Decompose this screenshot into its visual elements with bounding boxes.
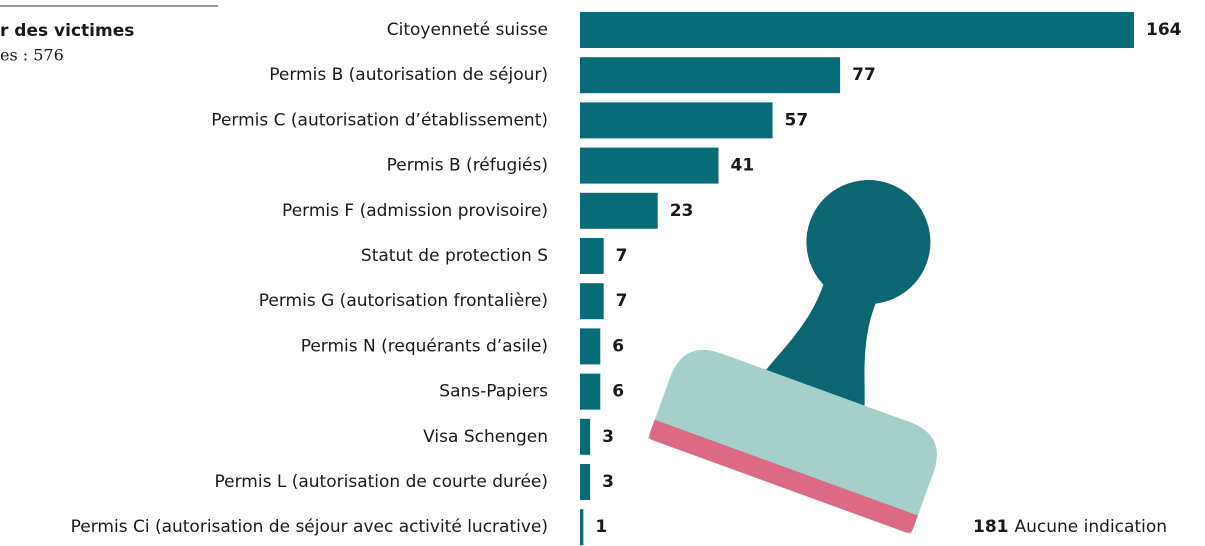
bar bbox=[580, 238, 604, 274]
chart-subtitle: es : 576 bbox=[0, 46, 64, 65]
value-label: 1 bbox=[595, 517, 607, 537]
bar bbox=[580, 102, 773, 139]
annotation: 181 Aucune indication bbox=[973, 517, 1167, 537]
value-label: 6 bbox=[612, 382, 624, 402]
bar bbox=[580, 283, 604, 320]
category-label: Statut de protection S bbox=[361, 246, 548, 266]
bar bbox=[580, 147, 719, 184]
category-label: Permis G (autorisation frontalière) bbox=[259, 291, 548, 311]
bar bbox=[580, 192, 658, 229]
category-label: Permis Ci (autorisation de séjour avec a… bbox=[71, 517, 548, 537]
bar bbox=[580, 328, 601, 365]
value-label: 77 bbox=[852, 65, 876, 85]
value-label: 164 bbox=[1146, 20, 1182, 40]
category-label: Permis L (autorisation de courte durée) bbox=[215, 472, 548, 492]
value-label: 41 bbox=[731, 156, 755, 176]
value-label: 3 bbox=[602, 472, 614, 492]
category-label: Visa Schengen bbox=[423, 427, 548, 447]
annotation-text: Aucune indication bbox=[1015, 517, 1168, 537]
value-label: 23 bbox=[670, 201, 694, 221]
category-label: Permis N (requérants d’asile) bbox=[301, 336, 548, 356]
bar bbox=[580, 464, 591, 500]
category-label: Permis C (autorisation d’établissement) bbox=[211, 110, 548, 130]
category-label: Sans-Papiers bbox=[439, 382, 548, 402]
stamp-illustration bbox=[647, 180, 937, 535]
annotation-value: 181 bbox=[973, 517, 1009, 537]
bar bbox=[580, 509, 584, 546]
bar bbox=[580, 12, 1134, 48]
value-label: 57 bbox=[785, 110, 809, 130]
category-label: Permis B (autorisation de séjour) bbox=[269, 65, 548, 85]
bar bbox=[580, 57, 841, 94]
category-label: Permis B (réfugiés) bbox=[387, 156, 548, 176]
category-label: Citoyenneté suisse bbox=[387, 20, 548, 40]
value-label: 3 bbox=[602, 427, 614, 447]
bar bbox=[580, 418, 591, 455]
value-label: 7 bbox=[616, 291, 628, 311]
value-label: 7 bbox=[616, 246, 628, 266]
value-label: 6 bbox=[612, 336, 624, 356]
stamp-base bbox=[647, 349, 937, 535]
stamp-strip bbox=[649, 419, 918, 533]
category-label: Permis F (admission provisoire) bbox=[282, 201, 548, 221]
chart-title: r des victimes bbox=[0, 21, 134, 41]
bar bbox=[580, 373, 601, 410]
stamp-knob bbox=[806, 180, 931, 305]
